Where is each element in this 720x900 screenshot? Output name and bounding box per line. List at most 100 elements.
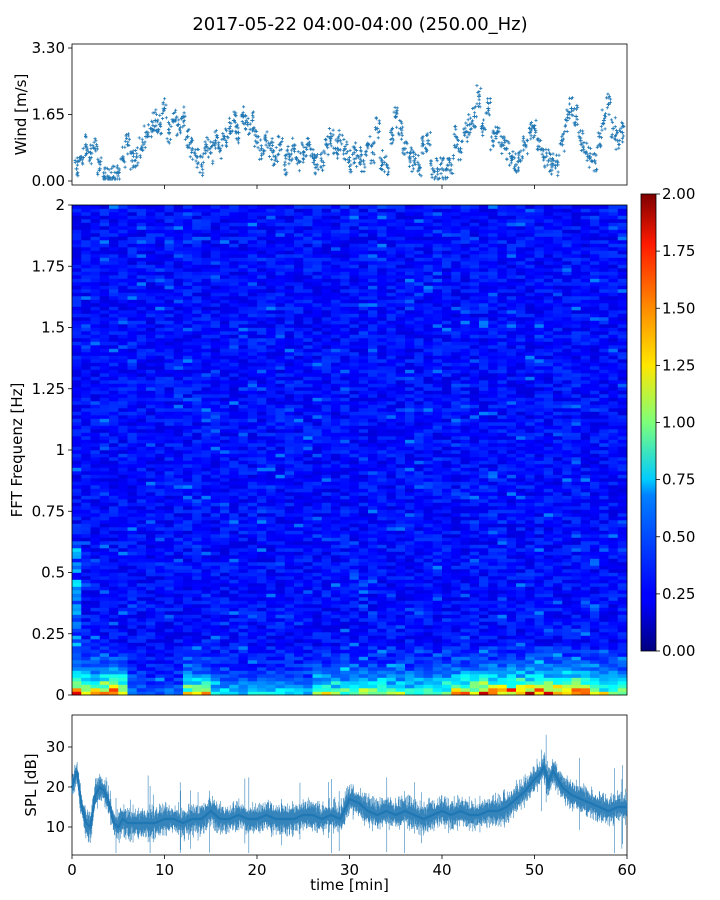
spectrogram-cell [423, 639, 434, 643]
spectrogram-cell [266, 527, 276, 531]
spectrogram-cell [553, 684, 563, 689]
spectrogram-cell [469, 642, 480, 647]
spectrogram-cell [192, 499, 202, 503]
spectrogram-cell [155, 527, 165, 531]
spectrogram-cell [340, 639, 350, 643]
spectrogram-cell [442, 649, 452, 654]
spectrogram-cell [451, 642, 461, 647]
spectrogram-cell [201, 632, 212, 636]
spectrogram-cell [136, 548, 147, 552]
spectrogram-cell [460, 611, 471, 615]
spectrogram-cell [257, 506, 267, 510]
spectrogram-cell [210, 642, 221, 647]
spectrogram-cell [312, 681, 323, 685]
spectrogram-cell [183, 611, 193, 615]
spectrogram-cell [469, 576, 480, 580]
spectrogram-cell [229, 590, 239, 594]
spectrogram-cell [155, 502, 165, 507]
spectrogram-cell [155, 639, 165, 643]
spectrogram-cell [136, 551, 147, 556]
spectrogram-cell [571, 684, 582, 689]
spectrogram-cell [173, 572, 184, 577]
spectrogram-cell [220, 565, 230, 570]
spectrogram-cell [562, 646, 572, 650]
spectrogram-cell [442, 586, 452, 591]
spectrogram-cell [580, 649, 591, 654]
spectrogram-cell [395, 576, 406, 580]
spectrogram-cell [201, 614, 212, 619]
spectrogram-cell [590, 604, 600, 608]
spectrogram-cell [72, 534, 82, 538]
spectrogram-cell [516, 495, 526, 500]
spectrogram-cell [321, 565, 332, 570]
spectrogram-cell [571, 597, 582, 601]
spectrogram-cell [617, 495, 628, 500]
spectrogram-cell [469, 621, 480, 626]
spectrogram-cell [405, 625, 415, 629]
spectrogram-cell [275, 604, 286, 608]
spectrogram-cell [599, 583, 609, 587]
spectrogram-cell [497, 642, 508, 647]
spectrogram-cell [590, 509, 600, 514]
wind-point-cluster [160, 116, 165, 121]
spectrogram-cell [210, 614, 221, 619]
spectrogram-cell [90, 667, 101, 671]
spectrogram-cell [543, 569, 554, 573]
spectrogram-cell [432, 495, 443, 500]
spectrogram-cell [562, 485, 572, 489]
spectrogram-cell [210, 628, 221, 633]
spectrogram-cell [210, 495, 221, 500]
spectrogram-cell [90, 600, 101, 605]
spectrogram-cell [580, 684, 591, 689]
spectrogram-cell [331, 555, 341, 559]
wind-point-cluster [277, 142, 281, 147]
spectrogram-cell [136, 502, 147, 507]
spectrogram-cell [553, 604, 563, 608]
spectrogram-cell [423, 506, 434, 510]
spectrogram-cell [257, 663, 267, 668]
spectrogram-cell [238, 590, 249, 594]
spectrogram-cell [571, 534, 582, 538]
spectrogram-cell [599, 527, 609, 531]
wind-point-cluster [166, 120, 171, 125]
spectrogram-cell [155, 677, 165, 682]
spectrogram-cell [405, 674, 415, 678]
spectrogram-cell [580, 618, 591, 622]
spectrogram-cell [460, 607, 471, 612]
spectrogram-cell [553, 628, 563, 633]
spectrogram-cell [173, 604, 184, 608]
wind-point-cluster [233, 113, 237, 117]
spectrogram-cell [90, 516, 101, 521]
spectrogram-cell [469, 516, 480, 521]
spectrogram-cell [562, 499, 572, 503]
wind-point-cluster [309, 154, 313, 158]
spectrogram-cell [562, 520, 572, 524]
wind-point-cluster [320, 168, 325, 172]
spectrogram-cell [201, 513, 212, 517]
spectrogram-cell [247, 544, 258, 549]
spectrogram-cell [312, 628, 323, 633]
spectrogram-cell [266, 583, 276, 587]
spectrogram-cell [238, 520, 249, 524]
spectrogram-cell [146, 569, 156, 573]
spectrogram-cell [562, 513, 572, 517]
spectrogram-cell [173, 667, 184, 671]
spectrogram-cell [488, 646, 498, 650]
spectrogram-cell [90, 677, 101, 682]
spectrogram-cell [275, 569, 286, 573]
spectrogram-cell [312, 520, 323, 524]
spectrogram-cell [608, 562, 619, 566]
spectrogram-cell [543, 625, 554, 629]
spectrogram-cell [599, 509, 609, 514]
spectrogram-cell [553, 569, 563, 573]
spectrogram-cell [201, 516, 212, 521]
spectrogram-cell [525, 499, 535, 503]
spectrogram-cell [488, 628, 498, 633]
spectrogram-cell [220, 688, 230, 692]
spectrogram-cell [183, 481, 193, 486]
spectrogram-cell [432, 656, 443, 661]
spectrogram-cell [266, 639, 276, 643]
spectrogram-cell [90, 670, 101, 675]
spectrogram-cell [164, 628, 175, 633]
spectrogram-cell [220, 558, 230, 563]
